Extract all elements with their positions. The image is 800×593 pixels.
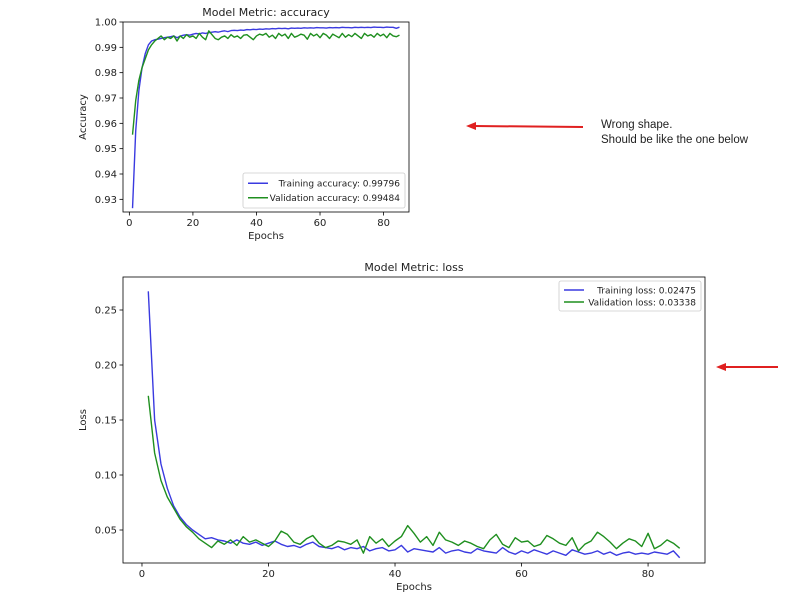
accuracy-ytick-label-3: 0.96 [95, 119, 117, 130]
annotation-arrow-top-shaft [473, 125, 584, 128]
annotation-note: Wrong shape. Should be like the one belo… [601, 118, 748, 148]
accuracy-series-validation-line [131, 30, 400, 135]
accuracy-legend-label-training: Training accuracy: 0.99796 [278, 180, 401, 190]
accuracy-xtick-label-60: 60 [314, 218, 327, 229]
accuracy-chart: Model Metric: accuracy 0 20 40 60 80 0.93 0.94 0… [78, 6, 410, 242]
accuracy-xtick-label-20: 20 [187, 218, 200, 229]
accuracy-ytick-label-4: 0.97 [95, 94, 117, 105]
annotation-arrow-bottom-head [716, 363, 726, 371]
loss-title: Model Metric: loss [364, 261, 463, 274]
accuracy-series-training-line [131, 26, 400, 209]
loss-xtick-label-40: 40 [389, 569, 402, 580]
loss-xtick-label-80: 80 [642, 569, 655, 580]
loss-legend-box [558, 280, 702, 312]
loss-legend-label-training: Training loss: 0.02475 [596, 286, 696, 296]
accuracy-ytick-label-5: 0.98 [95, 68, 117, 79]
accuracy-xtick-label-80: 80 [377, 218, 390, 229]
annotation-line-2: Should be like the one below [601, 134, 749, 146]
annotation-line-1: Wrong shape. [601, 119, 673, 131]
accuracy-ytick-label-6: 0.99 [95, 43, 117, 54]
accuracy-legend-box [242, 172, 406, 209]
annotation-arrow-top-head [466, 122, 476, 130]
loss-ytick-label-4: 0.25 [95, 306, 117, 317]
accuracy-xtick-label-40: 40 [250, 218, 263, 229]
loss-chart: Model Metric: loss 0 20 40 60 80 0.05 0.10 0.15 0… [78, 261, 706, 593]
accuracy-legend-label-validation: Validation accuracy: 0.99484 [270, 194, 401, 204]
loss-axes-frame [122, 276, 706, 564]
annotation-arrow-top [466, 122, 584, 130]
accuracy-ytick-label-1: 0.94 [95, 170, 117, 181]
accuracy-title: Model Metric: accuracy [202, 6, 330, 19]
accuracy-xlabel: Epochs [248, 231, 284, 242]
accuracy-legend: Training accuracy: 0.99796 Validation acc… [242, 172, 406, 209]
loss-ytick-label-0: 0.05 [95, 526, 117, 537]
loss-legend-label-validation: Validation loss: 0.03338 [588, 298, 696, 308]
accuracy-ytick-label-0: 0.93 [95, 195, 117, 206]
loss-legend: Training loss: 0.02475 Validation loss: 0… [558, 280, 702, 312]
loss-ylabel: Loss [78, 409, 89, 431]
loss-xtick-label-20: 20 [262, 569, 275, 580]
annotation-arrow-bottom [716, 363, 778, 371]
loss-ytick-label-2: 0.15 [95, 416, 117, 427]
loss-series-validation-line [147, 395, 681, 554]
loss-xtick-label-60: 60 [515, 569, 528, 580]
loss-xtick-label-0: 0 [139, 569, 145, 580]
loss-xlabel: Epochs [396, 582, 432, 593]
loss-ytick-label-3: 0.20 [95, 361, 117, 372]
loss-series-training-line [147, 291, 681, 559]
accuracy-ylabel: Accuracy [78, 94, 89, 140]
accuracy-xtick-label-0: 0 [126, 218, 132, 229]
accuracy-ytick-label-2: 0.95 [95, 144, 117, 155]
accuracy-ytick-label-7: 1.00 [95, 18, 117, 29]
loss-ytick-label-1: 0.10 [95, 471, 117, 482]
accuracy-axes-frame [122, 21, 410, 213]
